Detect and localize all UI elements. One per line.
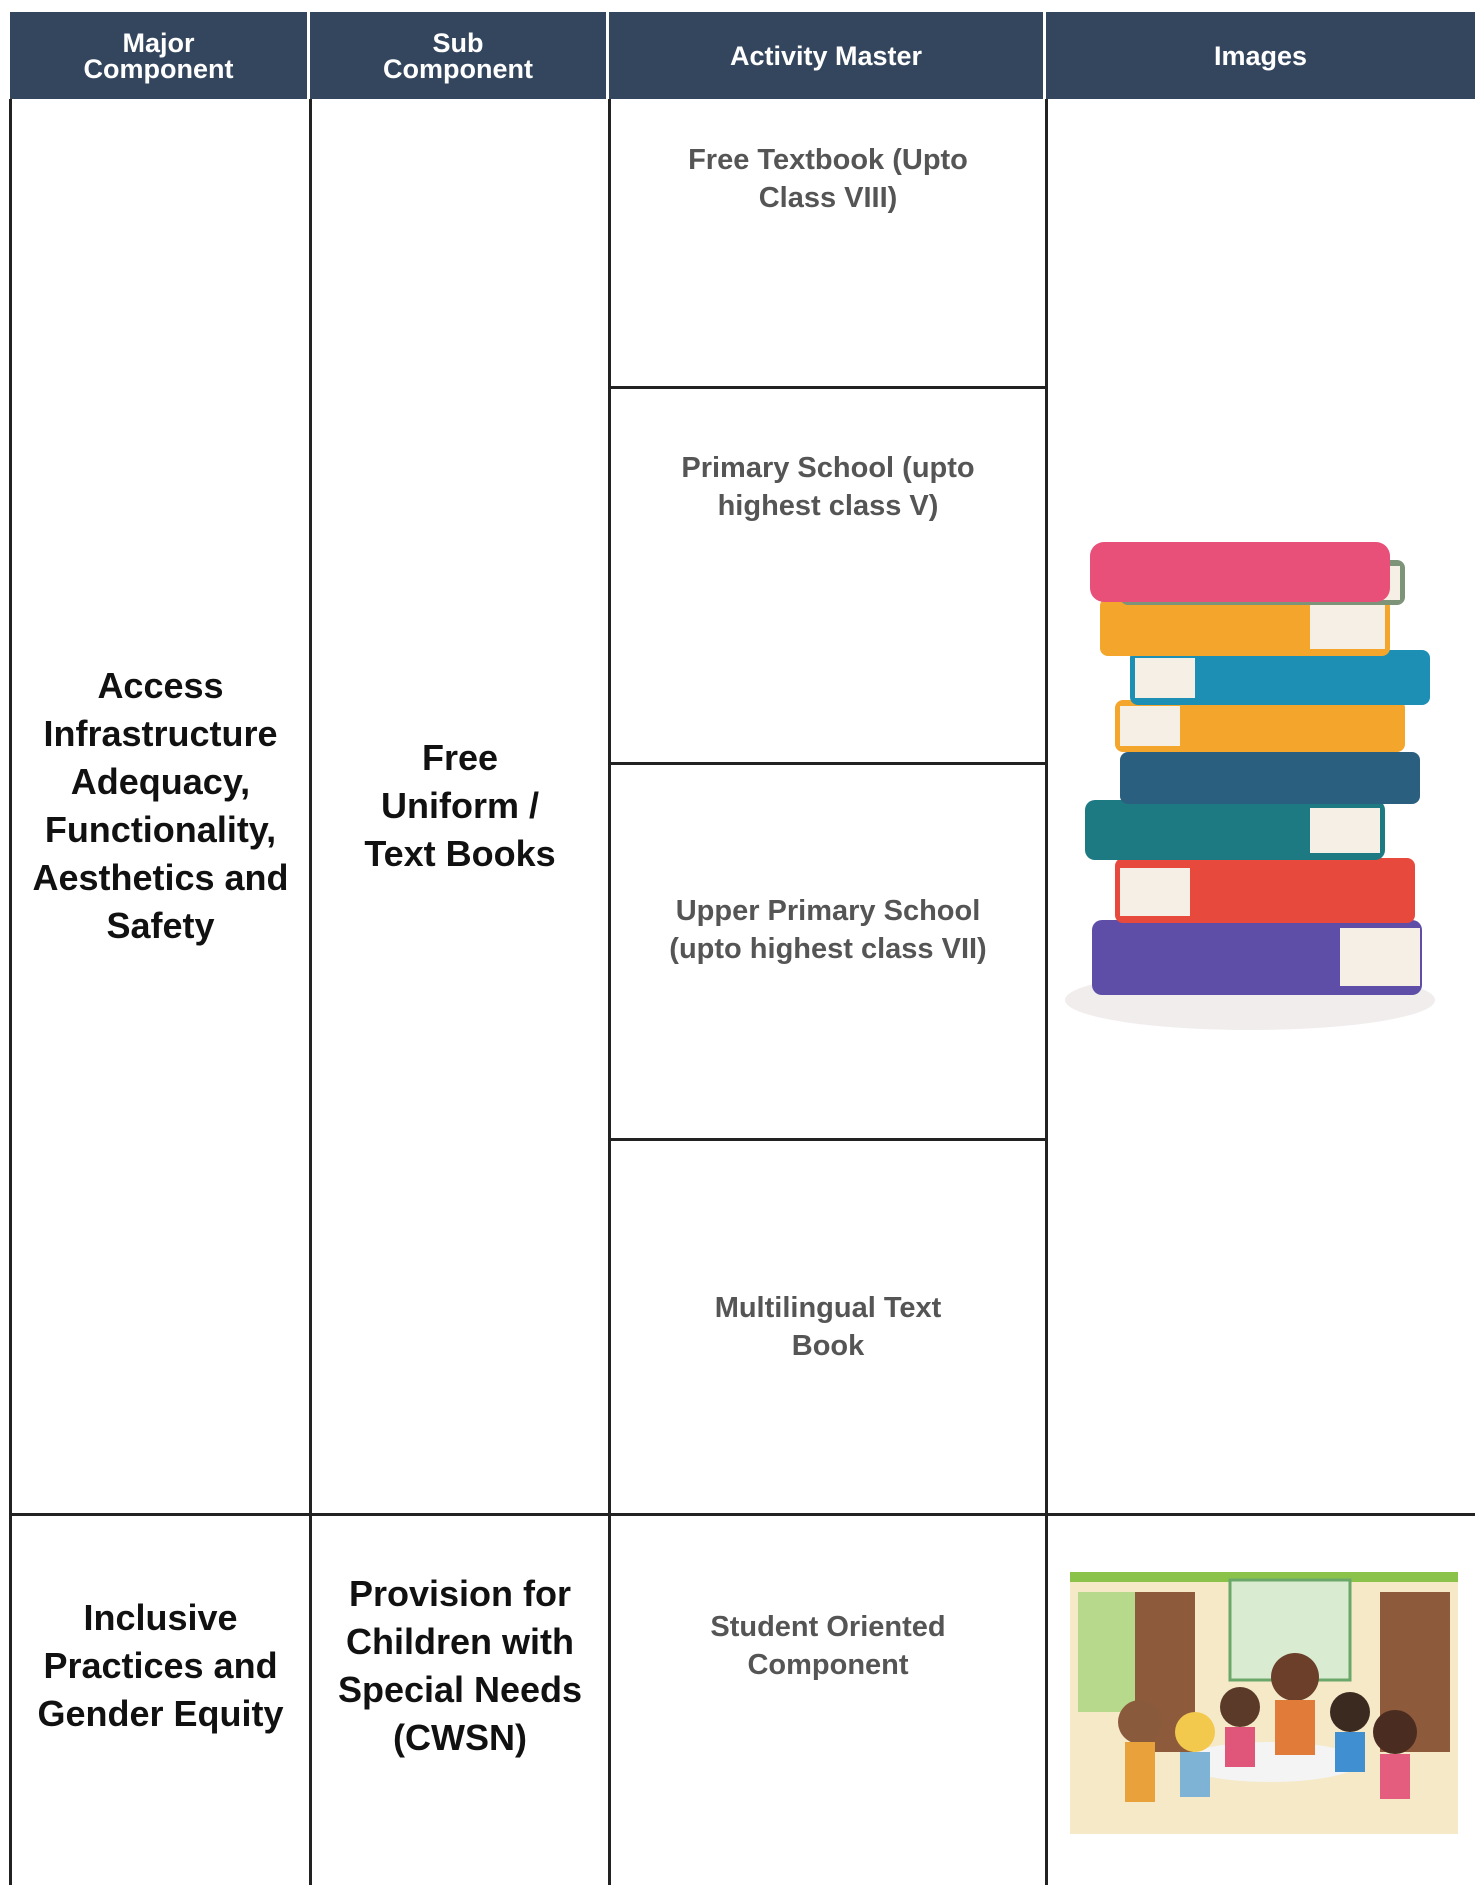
activity: Upper Primary School (upto highest class…: [669, 895, 987, 965]
activity: Primary School (upto highest class V): [681, 452, 975, 522]
border: [9, 99, 12, 1885]
border: [609, 386, 1046, 389]
activity: Student Oriented Component: [710, 1611, 946, 1681]
border: [608, 99, 611, 1885]
classroom-illustration: [1070, 1572, 1458, 1834]
header-cell: Major Component: [10, 12, 310, 99]
sub-component: Provision for Children with Special Need…: [337, 1573, 583, 1758]
sub-component: Free Uniform / Text Books: [364, 737, 556, 874]
border: [1045, 99, 1048, 1885]
header-cell: Activity Master: [609, 12, 1046, 99]
major-component: Access Infrastructure Adequacy, Function…: [32, 665, 289, 946]
books-illustration: [1065, 542, 1435, 1030]
header-cell: Sub Component: [310, 12, 609, 99]
border: [609, 1138, 1046, 1141]
major-component: Inclusive Practices and Gender Equity: [37, 1597, 284, 1734]
header-cell: Images: [1046, 12, 1475, 99]
activity: Free Textbook (Upto Class VIII): [688, 144, 968, 214]
activity: Multilingual Text Book: [714, 1292, 942, 1362]
border: [609, 762, 1046, 765]
border: [309, 99, 312, 1885]
border: [9, 1513, 1475, 1516]
